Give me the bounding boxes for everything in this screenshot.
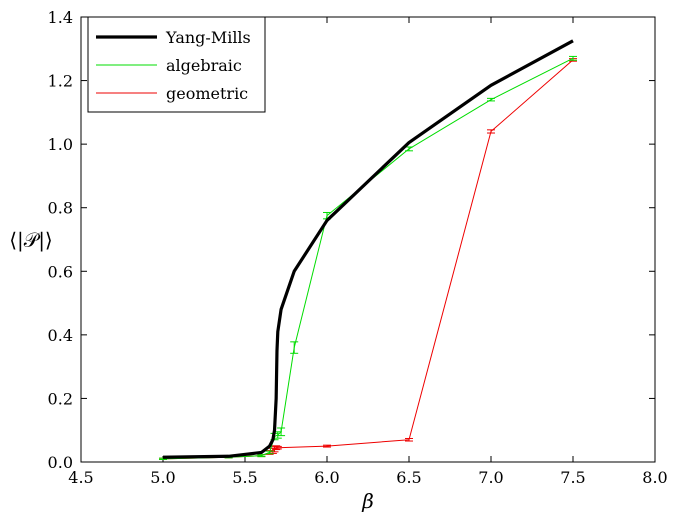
x-tick-label: 7.0 — [478, 468, 503, 487]
series-geometric — [159, 58, 577, 460]
series-line-geometric — [162, 59, 574, 460]
x-tick-label: 7.5 — [560, 468, 585, 487]
y-tick-label: 0.6 — [48, 262, 73, 281]
x-tick-label: 8.0 — [642, 468, 667, 487]
error-bar-geometric — [273, 445, 282, 450]
x-tick-label: 4.5 — [68, 468, 93, 487]
y-tick-label: 0.2 — [48, 389, 73, 408]
y-axis-label: ⟨|𝒫|⟩ — [9, 228, 53, 253]
error-bar-algebraic — [257, 454, 266, 458]
series-line-algebraic — [162, 57, 574, 460]
error-bar-geometric — [487, 129, 495, 134]
series-line-yang-mills — [162, 39, 574, 459]
y-tick-label: 0.4 — [48, 326, 73, 345]
error-bar-algebraic — [277, 427, 286, 437]
error-bar-algebraic — [487, 97, 495, 102]
error-bar-algebraic — [290, 341, 299, 354]
error-bar-geometric — [405, 437, 413, 442]
x-tick-label: 5.0 — [150, 468, 175, 487]
plot-frame — [80, 16, 656, 463]
legend-label-geometric: geometric — [166, 84, 248, 103]
y-tick-label: 1.2 — [48, 72, 73, 91]
y-tick-label: 0.0 — [48, 453, 73, 472]
error-bar-geometric — [323, 444, 331, 448]
y-tick-label: 1.0 — [48, 135, 73, 154]
x-tick-label: 6.0 — [314, 468, 339, 487]
series-algebraic — [159, 55, 577, 460]
legend: Yang-Mills algebraic geometric — [87, 16, 266, 113]
x-tick-label: 6.5 — [396, 468, 421, 487]
y-tick-label: 1.4 — [48, 8, 73, 27]
error-bar-algebraic — [265, 450, 274, 455]
x-tick-label: 5.5 — [232, 468, 257, 487]
y-tick-label: 0.8 — [48, 199, 73, 218]
series-yang-mills — [162, 39, 574, 459]
legend-label-yang-mills: Yang-Mills — [165, 28, 251, 47]
legend-label-algebraic: algebraic — [166, 56, 242, 75]
error-bar-algebraic — [569, 55, 577, 61]
x-axis-label: β — [361, 489, 374, 513]
